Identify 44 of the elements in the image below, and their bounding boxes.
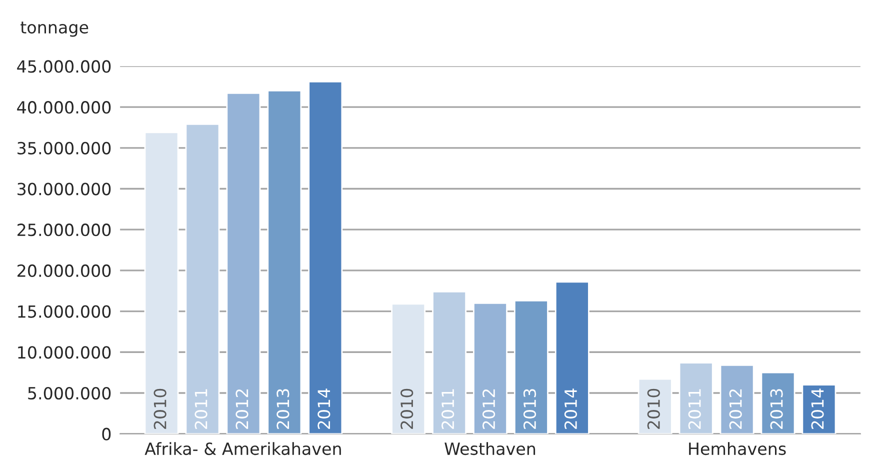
bar: [802, 384, 836, 434]
bar: [144, 132, 179, 434]
y-tick-label: 10.000.000: [18, 346, 111, 359]
series-label: 2014: [811, 388, 824, 429]
x-tick-label: Hemhavens: [689, 442, 786, 456]
y-tick-label: 40.000.000: [17, 101, 111, 114]
y-tick-label: 25.000.000: [18, 224, 111, 236]
series-label: 2012: [236, 389, 248, 429]
text: 2014: [318, 388, 330, 429]
series-label: 2013: [276, 389, 290, 429]
text: 2013: [523, 389, 536, 429]
bar: [267, 90, 302, 434]
text: 2010: [400, 388, 414, 429]
bar: [554, 281, 590, 434]
y-tick-label: 30.000.000: [18, 182, 111, 196]
bar: [720, 364, 754, 434]
bar: [473, 302, 508, 434]
text: 2011: [688, 389, 701, 429]
y-tick-label: 35.000.000: [18, 142, 111, 154]
y-tick-label: 5.000.000: [28, 386, 111, 400]
series-label: 2010: [154, 388, 166, 429]
bar: [638, 378, 672, 434]
bar: [760, 372, 796, 434]
text: 2012: [729, 389, 742, 429]
series-label: 2011: [194, 389, 208, 429]
y-axis-title: tonnage: [20, 22, 88, 37]
bar: [391, 303, 426, 434]
text: 2012: [482, 389, 496, 429]
y-tick-label: 20.000.000: [18, 264, 111, 278]
x-tick-label: Westhaven: [444, 442, 536, 456]
bar: [185, 124, 220, 434]
text: 2011: [442, 389, 454, 429]
text: 2010: [647, 388, 660, 429]
bar: [308, 81, 343, 434]
y-tick-label: 0: [102, 428, 111, 440]
bar: [226, 92, 261, 434]
text: 2013: [770, 389, 783, 429]
bar: [678, 362, 714, 434]
x-tick-label: Afrika- & Amerikahaven: [144, 442, 341, 456]
y-tick-label: 45.000.000: [17, 60, 111, 73]
bar: [514, 300, 548, 434]
bar: [432, 290, 467, 434]
y-tick-label: 15.000.000: [18, 305, 111, 318]
text: 2014: [564, 388, 578, 429]
